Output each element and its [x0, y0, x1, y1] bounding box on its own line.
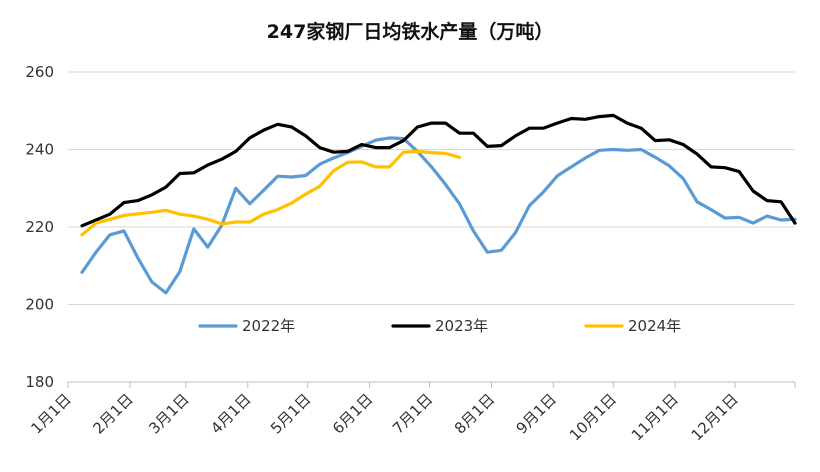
x-tick-label: 8月1日	[451, 390, 498, 437]
grid-lines	[68, 71, 795, 305]
y-tick-label: 260	[25, 63, 54, 81]
y-tick-label: 200	[25, 296, 54, 314]
series-line-2022年	[80, 136, 797, 295]
x-tick-label: 6月1日	[329, 390, 376, 437]
x-tick-label: 5月1日	[267, 390, 314, 437]
x-tick-label: 11月1日	[628, 390, 682, 444]
y-tick-label: 220	[25, 218, 54, 236]
x-tick-label: 2月1日	[89, 390, 136, 437]
series-line-2023年	[80, 113, 797, 228]
chart-title: 247家钢厂日均铁水产量（万吨）	[267, 20, 554, 43]
axes: 180 200 220 240 260 1月1日 2月1日 3月1日 4月1日 5月1日 6月1日 7…	[25, 63, 796, 444]
legend-label: 2023年	[435, 317, 488, 335]
series-line-2024年	[80, 149, 462, 237]
y-tick-label: 180	[25, 373, 54, 391]
x-tick-label: 7月1日	[389, 390, 436, 437]
x-tick-label: 10月1日	[566, 390, 620, 444]
y-tick-label: 240	[25, 141, 54, 159]
x-tick-label: 3月1日	[145, 390, 192, 437]
x-tick-label: 1月1日	[27, 390, 74, 437]
series-lines	[80, 113, 797, 295]
legend-label: 2022年	[242, 317, 295, 335]
legend-label: 2024年	[628, 317, 681, 335]
x-tick-label: 9月1日	[513, 390, 560, 437]
legend: 2022年 2023年 2024年	[198, 317, 681, 335]
x-tick-label: 4月1日	[207, 390, 254, 437]
x-tick-label: 12月1日	[688, 390, 742, 444]
